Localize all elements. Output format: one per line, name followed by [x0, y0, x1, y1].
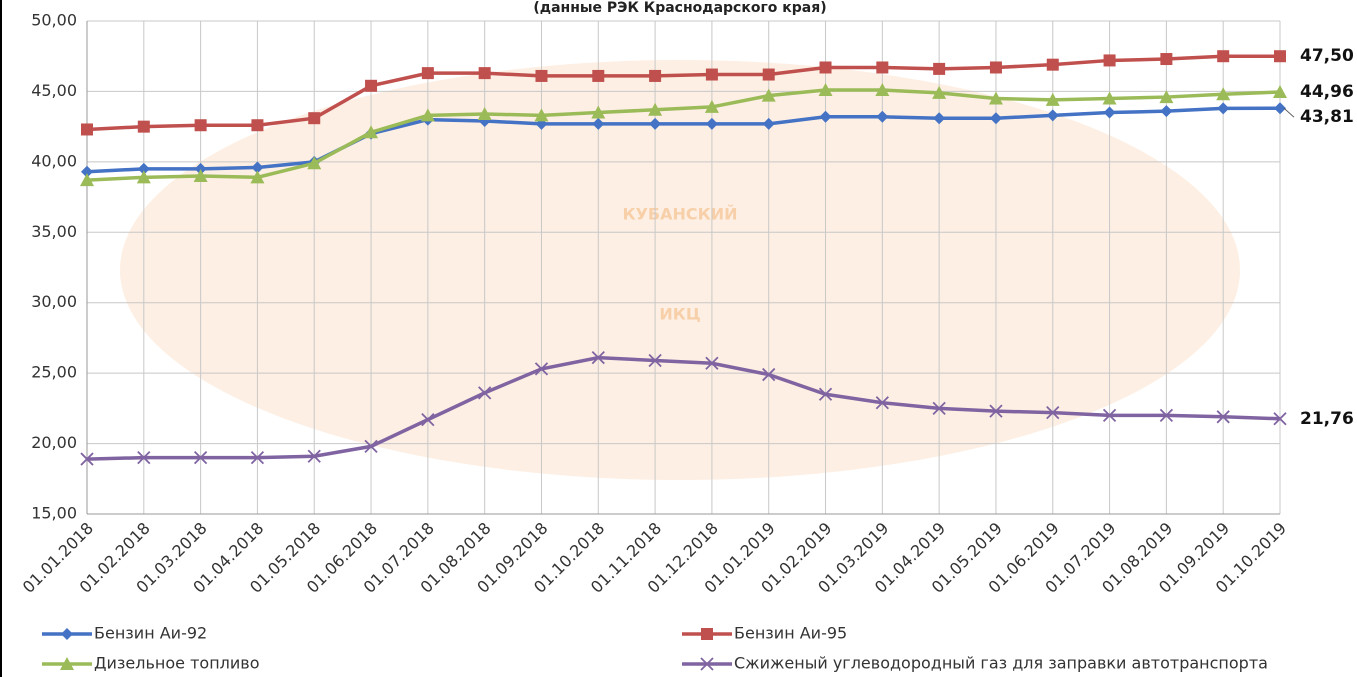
- data-point: [251, 119, 263, 131]
- y-tick-label: 30,00: [31, 292, 77, 311]
- data-point: [1104, 54, 1116, 66]
- value-label: 43,81: [1300, 107, 1354, 127]
- y-tick-label: 40,00: [31, 151, 77, 170]
- legend-label: Сжиженый углеводородный газ для заправки…: [734, 654, 1268, 673]
- data-point: [592, 70, 604, 82]
- value-label: 44,96: [1300, 82, 1354, 102]
- value-label: 47,50: [1300, 46, 1354, 66]
- value-label: 21,76: [1300, 409, 1354, 429]
- y-tick-label: 45,00: [31, 81, 77, 100]
- watermark-text: КУБАНСКИЙ: [623, 205, 738, 224]
- legend-label: Бензин Аи-92: [94, 624, 207, 643]
- data-point: [138, 121, 150, 133]
- data-point: [1217, 50, 1229, 62]
- y-tick-label: 50,00: [31, 11, 77, 30]
- data-point: [876, 61, 888, 73]
- data-point: [706, 69, 718, 81]
- data-point: [933, 63, 945, 75]
- legend-label: Бензин Аи-95: [734, 624, 847, 643]
- data-point: [1160, 53, 1172, 65]
- legend-label: Дизельное топливо: [94, 654, 260, 673]
- chart-title: (данные РЭК Краснодарского края): [533, 0, 826, 16]
- data-point: [365, 80, 377, 92]
- y-tick-label: 20,00: [31, 433, 77, 452]
- data-point: [479, 67, 491, 79]
- chart: (данные РЭК Краснодарского края) КУБАНСК…: [0, 0, 1357, 677]
- data-point: [1047, 59, 1059, 71]
- data-point: [422, 67, 434, 79]
- data-point: [308, 112, 320, 124]
- data-point: [820, 61, 832, 73]
- data-point: [1274, 50, 1286, 62]
- y-tick-label: 15,00: [31, 504, 77, 523]
- watermark-text: ИКЦ: [659, 305, 700, 324]
- data-point: [763, 69, 775, 81]
- y-tick-label: 25,00: [31, 363, 77, 382]
- data-point: [990, 61, 1002, 73]
- data-point: [649, 70, 661, 82]
- data-point: [535, 70, 547, 82]
- legend-marker: [701, 628, 713, 640]
- y-tick-label: 35,00: [31, 222, 77, 241]
- data-point: [195, 119, 207, 131]
- data-point: [81, 123, 93, 135]
